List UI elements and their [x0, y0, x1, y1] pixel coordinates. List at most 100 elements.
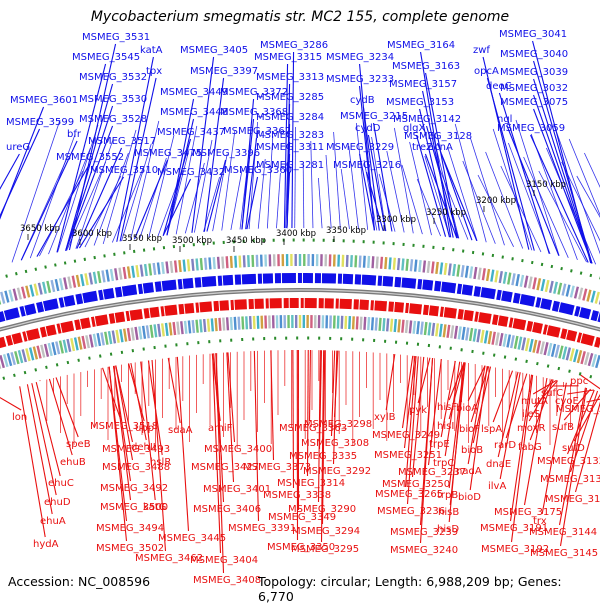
reverse-gene-label[interactable]: trpC [433, 458, 454, 469]
reverse-gene-label[interactable]: MSMEG_3175 [494, 507, 562, 518]
reverse-gene-label[interactable]: MSMEG_3265 [375, 489, 443, 500]
forward-gene-label[interactable]: MSMEG_3039 [500, 67, 568, 78]
forward-gene-label[interactable]: MSMEG_3142 [393, 114, 461, 125]
reverse-gene-label[interactable]: bioF [459, 424, 480, 435]
reverse-gene-label[interactable]: MSMEG_3400 [204, 444, 272, 455]
reverse-gene-label[interactable]: MSMEG_3294 [292, 526, 360, 537]
reverse-gene-label[interactable]: katG [143, 502, 166, 513]
forward-gene-label[interactable]: MSMEG_3153 [386, 97, 454, 108]
forward-gene-label[interactable]: MSMEG_3075 [500, 97, 568, 108]
forward-gene-label[interactable]: MSMEG_3157 [389, 79, 457, 90]
reverse-gene-label[interactable]: MSMEG_3335 [289, 451, 357, 462]
reverse-gene-label[interactable]: nadA [456, 466, 482, 477]
forward-gene-label[interactable]: MSMEG_3313 [256, 72, 324, 83]
reverse-gene-label[interactable]: MSMEG_3408 [193, 575, 261, 586]
forward-gene-label[interactable]: bfr [67, 129, 82, 140]
reverse-gene-label[interactable]: hslR [150, 457, 171, 468]
forward-gene-label[interactable]: MSMEG_3437 [157, 127, 225, 138]
forward-gene-label[interactable]: MSMEG_3234 [326, 52, 394, 63]
reverse-gene-label[interactable]: MSMEG_3236 [377, 506, 445, 517]
reverse-gene-label[interactable]: hisF [437, 402, 457, 413]
reverse-gene-label[interactable]: MSMEG_3308 [301, 438, 369, 449]
reverse-gene-label[interactable]: moxR [517, 423, 545, 434]
forward-gene-label[interactable]: MSMEG_3449 [160, 87, 228, 98]
reverse-gene-label[interactable]: MSMEG_3132 [537, 456, 600, 467]
forward-gene-label[interactable]: tpx [146, 66, 162, 77]
reverse-gene-label[interactable]: MSMEG_3492 [100, 483, 168, 494]
reverse-gene-label[interactable]: MSMEG_3314 [277, 478, 345, 489]
reverse-gene-label[interactable]: MSMEG_3401 [203, 484, 271, 495]
reverse-gene-label[interactable]: hisD [437, 524, 459, 535]
forward-gene-label[interactable]: MSMEG_3528 [79, 114, 147, 125]
reverse-gene-label[interactable]: MSMEG_3445 [158, 533, 226, 544]
reverse-gene-label[interactable]: lon [12, 412, 27, 423]
forward-gene-label[interactable]: MSMEG_3032 [500, 83, 568, 94]
forward-gene-label[interactable]: MSMEG_3059 [497, 123, 565, 134]
reverse-gene-label[interactable]: bioB [461, 445, 483, 456]
reverse-gene-label[interactable]: MSMEG_3144 [529, 527, 597, 538]
reverse-gene-label[interactable]: sdaA [168, 425, 193, 436]
forward-gene-label[interactable]: MSMEG_3216 [333, 160, 401, 171]
reverse-gene-label[interactable]: ppc [570, 376, 588, 387]
forward-gene-label[interactable]: MSMEG_3284 [256, 112, 324, 123]
reverse-gene-label[interactable]: hisI [437, 421, 454, 432]
reverse-gene-label[interactable]: dehII [131, 442, 156, 453]
forward-gene-label[interactable]: MSMEG_3285 [256, 92, 324, 103]
forward-gene-label[interactable]: MSMEG_3601 [10, 95, 78, 106]
reverse-gene-label[interactable]: pyk [409, 405, 427, 416]
forward-gene-label[interactable]: cydD [355, 123, 381, 134]
forward-gene-label[interactable]: MSMEG_3599 [6, 117, 74, 128]
reverse-gene-label[interactable]: trpB [437, 490, 458, 501]
reverse-gene-label[interactable]: sufD [562, 443, 585, 454]
reverse-gene-label[interactable]: MSMEG_3134 [540, 474, 600, 485]
forward-gene-label[interactable]: MSMEG_3517 [88, 136, 156, 147]
reverse-gene-label[interactable]: MSMEG_3251 [374, 450, 442, 461]
forward-gene-label[interactable]: zwf [473, 45, 490, 56]
reverse-gene-label[interactable]: MSMEG_3295 [291, 544, 359, 555]
reverse-gene-label[interactable]: MSMEG_3373 [243, 462, 311, 473]
forward-gene-label[interactable]: MSMEG_3545 [72, 52, 140, 63]
reverse-gene-label[interactable]: MSMEG_3298 [304, 419, 372, 430]
forward-gene-label[interactable]: MSMEG_3448 [160, 107, 228, 118]
forward-gene-label[interactable]: acnA [428, 142, 453, 153]
reverse-gene-label[interactable]: bioD [458, 492, 481, 503]
reverse-gene-label[interactable]: sufB [552, 422, 574, 433]
reverse-gene-label[interactable]: upp [135, 423, 154, 434]
forward-gene-label[interactable]: MSMEG_3552 [56, 152, 124, 163]
forward-gene-label[interactable]: MSMEG_3432 [157, 167, 225, 178]
reverse-gene-label[interactable]: hydA [33, 539, 59, 550]
reverse-gene-label[interactable]: ilvA [488, 481, 506, 492]
forward-gene-label[interactable]: cydB [350, 95, 375, 106]
forward-gene-label[interactable]: MSMEG_3286 [260, 40, 328, 51]
forward-gene-label[interactable]: MSMEG_3510 [90, 165, 158, 176]
forward-gene-label[interactable]: MSMEG_3233 [326, 74, 394, 85]
reverse-gene-label[interactable]: lspA [481, 424, 502, 435]
reverse-gene-label[interactable]: ehuA [40, 516, 66, 527]
reverse-gene-label[interactable]: ehuD [44, 497, 71, 508]
reverse-gene-label[interactable]: MSMEG_3406 [193, 504, 261, 515]
reverse-gene-label[interactable]: speB [66, 439, 91, 450]
reverse-gene-label[interactable]: amiF [208, 423, 233, 434]
reverse-gene-label[interactable]: ileS [522, 409, 540, 420]
reverse-gene-label[interactable]: MSMEG_3338 [263, 490, 331, 501]
reverse-gene-label[interactable]: rarD [494, 440, 516, 451]
reverse-gene-label[interactable]: MSMEG_3292 [303, 466, 371, 477]
reverse-gene-label[interactable]: MSMEG_3404 [190, 555, 258, 566]
reverse-gene-label[interactable]: dnaE [486, 459, 511, 470]
forward-gene-label[interactable]: MSMEG_3311 [256, 142, 324, 153]
forward-gene-label[interactable]: MSMEG_3040 [500, 49, 568, 60]
forward-gene-label[interactable]: MSMEG_3164 [387, 40, 455, 51]
forward-gene-label[interactable]: MSMEG_3041 [499, 29, 567, 40]
forward-gene-label[interactable]: MSMEG_3163 [392, 61, 460, 72]
reverse-gene-label[interactable]: MSMEG_3145 [530, 548, 598, 559]
forward-gene-label[interactable]: katA [140, 45, 163, 56]
reverse-gene-label[interactable]: ehuC [48, 478, 74, 489]
forward-gene-label[interactable]: MSMEG_3229 [326, 142, 394, 153]
forward-gene-label[interactable]: MSMEG_3397 [190, 66, 258, 77]
forward-gene-label[interactable]: MSMEG_3531 [82, 32, 150, 43]
reverse-gene-label[interactable]: MSMEG_3494 [96, 523, 164, 534]
forward-gene-label[interactable]: ureG [6, 142, 30, 153]
forward-gene-label[interactable]: MSMEG_3315 [254, 52, 322, 63]
reverse-gene-label[interactable]: xylB [374, 412, 396, 423]
reverse-gene-label[interactable]: ehuB [60, 457, 86, 468]
